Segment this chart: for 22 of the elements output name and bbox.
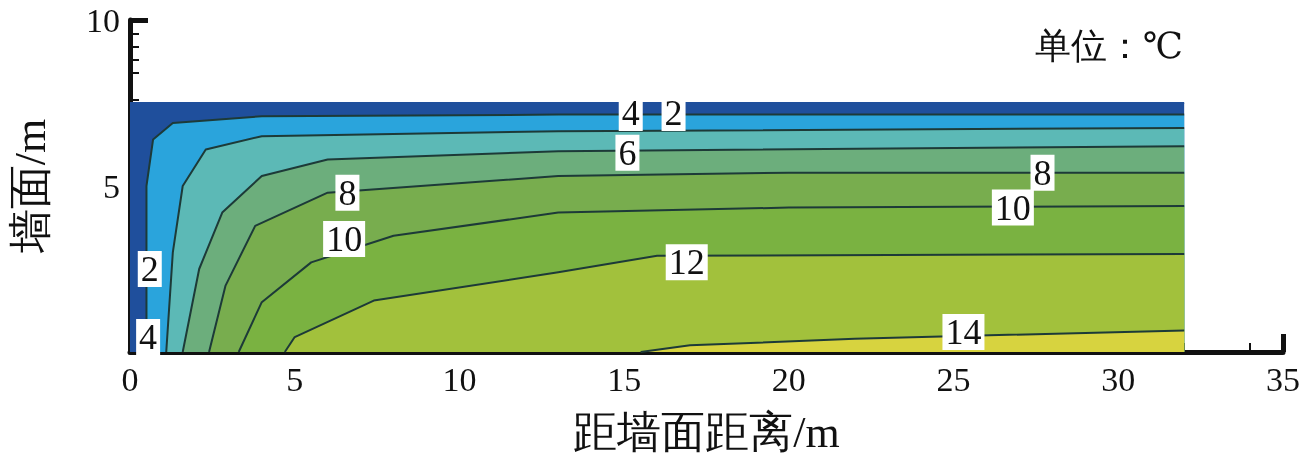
annotation: 单位：℃ <box>1034 26 1184 66</box>
x-tick-label: 5 <box>286 360 304 398</box>
x-tick-label: 30 <box>1101 360 1136 398</box>
x-tick-label: 15 <box>607 360 642 398</box>
annotation: 14 <box>945 312 982 353</box>
annotation: 8 <box>338 172 357 213</box>
x-tick-label: 0 <box>121 360 139 398</box>
annotation: 4 <box>621 92 640 133</box>
x-tick-label: 10 <box>442 360 477 398</box>
annotation: 4 <box>139 317 158 358</box>
x-tick-label: 35 <box>1266 360 1300 398</box>
x-axis-title: 距墙面距离/m <box>573 407 840 457</box>
x-tick-label: 20 <box>771 360 806 398</box>
annotation: 6 <box>618 132 637 173</box>
annotation: 2 <box>664 92 683 133</box>
annotation: 10 <box>994 187 1031 228</box>
annotation: 2 <box>140 249 159 289</box>
x-tick-label: 25 <box>936 360 971 398</box>
y-axis-title: 墙面/m <box>5 118 55 255</box>
annotation: 10 <box>326 219 363 260</box>
annotation: 12 <box>668 242 705 283</box>
annotation: 8 <box>1033 152 1052 193</box>
